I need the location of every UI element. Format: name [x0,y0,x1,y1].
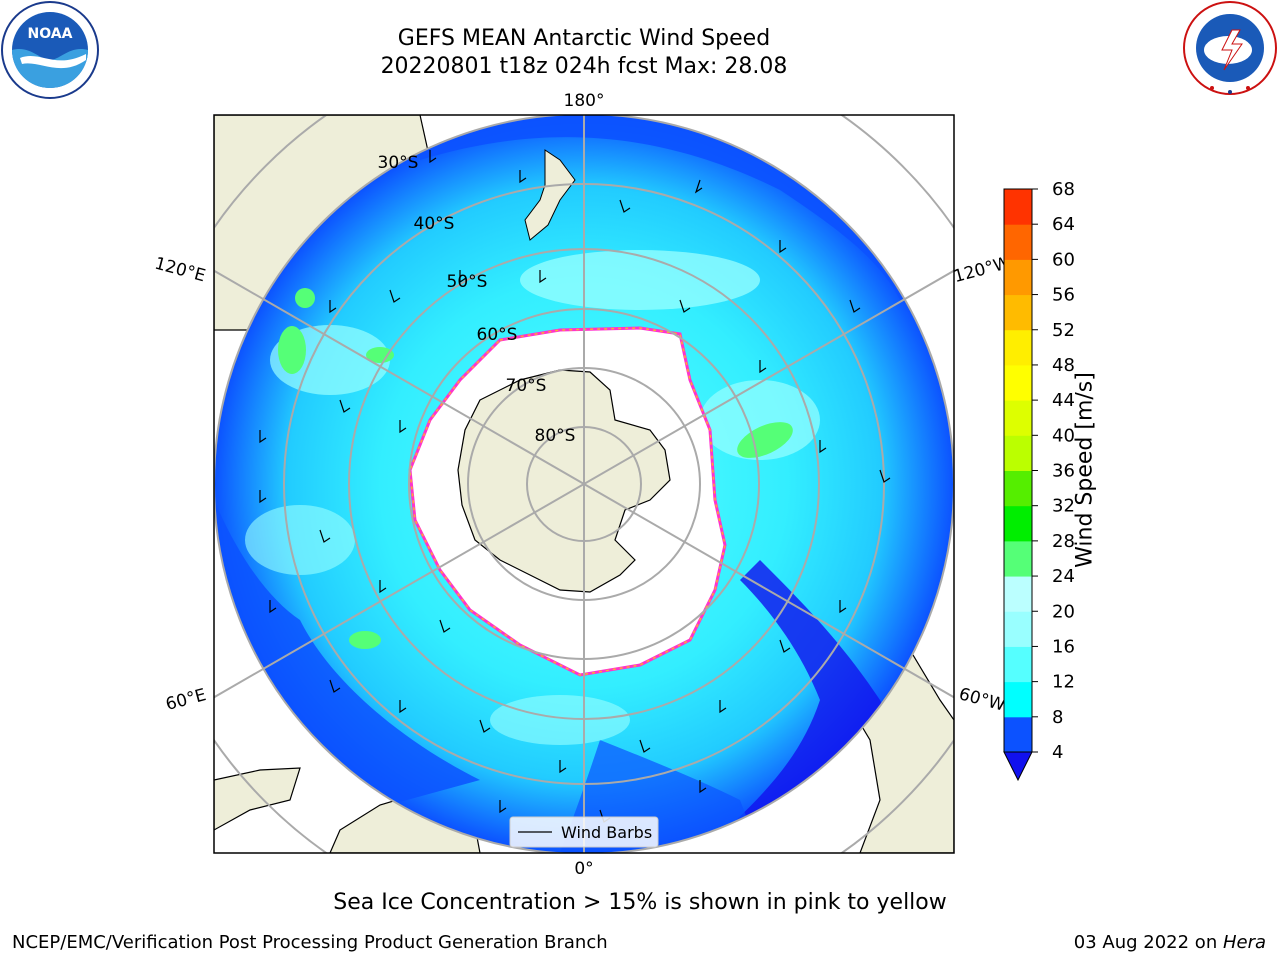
colorbar-tick-label: 32 [1052,496,1075,517]
colorbar-segment [1004,505,1032,542]
colorbar-segment [1004,329,1032,366]
colorbar-segment [1004,681,1032,718]
colorbar-segment [1004,470,1032,507]
lon-label-120e: 120°E [152,254,207,287]
lat-label-30s: 30°S [378,153,419,173]
chart-title: GEFS MEAN Antarctic Wind Speed [397,26,771,51]
footer-credit: NCEP/EMC/Verification Post Processing Pr… [12,932,608,953]
colorbar-tick-label: 52 [1052,320,1075,341]
colorbar-segment [1004,576,1032,612]
lon-label-120w: 120°W [952,253,1013,287]
lat-label-70s: 70°S [506,376,547,396]
colorbar-tick-label: 44 [1052,390,1075,411]
footer-host: Hera [1222,932,1266,953]
colorbar-tick-label: 48 [1052,355,1075,376]
footer-date-text: 03 Aug 2022 on [1073,932,1223,953]
lat-label-40s: 40°S [414,214,455,234]
colorbar-tick-label: 12 [1052,672,1075,693]
colorbar-tick-label: 4 [1052,742,1063,763]
wind-barbs [259,150,891,823]
colorbar-tick-label: 28 [1052,531,1075,552]
colorbar-label: Wind Speed [m/s] [1072,372,1098,568]
colorbar-tick-label: 68 [1052,179,1075,200]
colorbar-tick-label: 56 [1052,285,1075,306]
noaa-logo-text: NOAA [28,26,73,42]
colorbar-tick-label: 16 [1052,636,1075,657]
colorbar-tick-label: 60 [1052,249,1075,270]
colorbar-segment [1004,259,1032,296]
chart-subtitle-run: 20220801 t18z 024h fcst Max: 28.08 [380,54,788,79]
legend-label: Wind Barbs [561,823,652,842]
colorbar-segment [1004,364,1032,401]
lon-label-0: 0° [574,859,593,879]
lat-label-50s: 50°S [447,272,488,292]
wind-barbs-legend [509,816,659,848]
colorbar-tick-label: 8 [1052,707,1063,728]
land-antarctica [457,369,671,593]
colorbar-segment [1004,646,1032,683]
colorbar-segment [1004,224,1032,260]
noaa-logo-icon: NOAA [1,1,99,99]
nws-logo-icon [1183,1,1277,95]
colorbar-segment [1004,400,1032,436]
colorbar-segment [1004,540,1032,577]
map-frame-border [213,114,955,854]
lat-label-60s: 60°S [477,325,518,345]
colorbar-segment [1004,611,1032,647]
colorbar-segment [1004,716,1032,753]
colorbar-tick-label: 36 [1052,461,1075,482]
colorbar-segment [1004,294,1032,331]
lon-label-180: 180° [564,91,605,111]
footer-date: 03 Aug 2022 on Hera [1074,932,1266,953]
colorbar-extend-arrow [1003,751,1033,782]
sea-ice-note: Sea Ice Concentration > 15% is shown in … [333,890,947,915]
lon-label-60w: 60°W [957,684,1008,716]
colorbar-tick-label: 40 [1052,425,1075,446]
colorbar-tick-label: 20 [1052,601,1075,622]
land-new-zealand [524,149,576,241]
sea-ice-edge-secondary [409,327,726,676]
colorbar-segment [1004,435,1032,471]
colorbar-tick-label: 24 [1052,566,1075,587]
lon-label-60e: 60°E [164,685,209,715]
colorbar-tick-label: 64 [1052,214,1075,235]
colorbar-segment [1004,189,1032,225]
graticule [214,115,954,853]
lat-label-80s: 80°S [535,426,576,446]
